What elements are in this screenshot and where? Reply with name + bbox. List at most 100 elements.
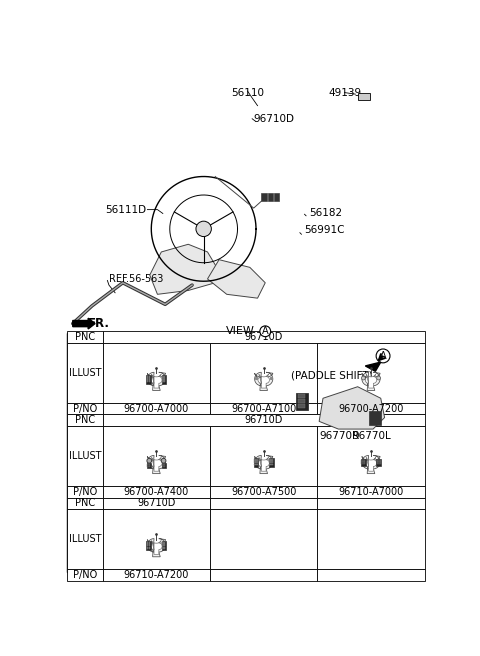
Polygon shape [362,455,380,474]
Bar [147,544,148,546]
Bar [298,403,305,407]
Bar [317,569,425,581]
Bar [164,380,166,382]
Bar [147,378,148,380]
Text: 56111D: 56111D [105,205,146,215]
Bar [103,486,210,498]
Bar [210,343,317,403]
Bar [103,426,210,486]
Text: ILLUST: ILLUST [69,451,101,461]
Polygon shape [207,260,265,298]
Bar [271,464,273,466]
Bar [162,463,166,468]
Text: 56110: 56110 [231,88,264,98]
Bar [271,461,273,463]
Text: ILLUST: ILLUST [69,534,101,544]
Bar [317,426,425,486]
Text: 96710D: 96710D [137,499,176,508]
Polygon shape [365,362,381,371]
Text: PNC: PNC [75,499,95,508]
Bar [296,393,308,410]
Bar [269,459,274,467]
Bar [147,542,148,544]
Bar [256,461,257,463]
Bar [67,331,103,343]
Bar [361,459,366,466]
Bar [162,544,164,546]
Circle shape [377,376,381,380]
Bar [288,370,418,459]
Text: REF.56-563: REF.56-563 [109,274,163,284]
Circle shape [376,349,390,363]
Bar [317,509,425,569]
Polygon shape [258,457,269,471]
Bar [377,460,381,462]
Bar [103,509,210,569]
Circle shape [161,459,166,463]
Bar [210,569,317,581]
Polygon shape [365,457,377,471]
Bar [256,459,257,461]
Text: 96710D: 96710D [254,114,295,124]
Text: VIEW: VIEW [227,326,255,337]
Text: 96700-A7500: 96700-A7500 [231,487,296,497]
Bar [254,464,255,466]
Bar [149,542,150,544]
Bar [317,486,425,498]
Bar [67,343,103,403]
Text: 96700-A7400: 96700-A7400 [124,487,189,497]
Bar [103,498,210,509]
Bar [210,426,317,486]
Polygon shape [147,455,166,474]
Text: PNC: PNC [75,415,95,425]
Bar [103,569,210,581]
Bar [149,546,150,548]
Bar [162,376,164,378]
Text: 96710-A7200: 96710-A7200 [124,570,189,580]
Text: FR.: FR. [88,317,110,330]
Bar [256,464,257,466]
Circle shape [196,221,211,237]
Polygon shape [362,373,380,390]
Bar [162,542,164,544]
Bar [162,541,167,550]
Polygon shape [73,318,95,329]
Bar [361,462,365,464]
Text: 96700-A7200: 96700-A7200 [338,403,404,414]
Bar [103,343,210,403]
Text: 96700-A7100: 96700-A7100 [231,403,296,414]
Bar [164,378,166,380]
Bar [67,498,103,509]
Bar [147,546,148,548]
Bar [269,464,271,466]
Bar [67,486,103,498]
Polygon shape [258,374,269,388]
Bar [210,486,317,498]
Bar [146,375,151,384]
Text: 56991C: 56991C [304,224,344,235]
Bar [254,461,255,463]
Text: P/NO: P/NO [73,570,97,580]
Bar [162,380,164,382]
Text: PNC: PNC [75,332,95,342]
Bar [147,380,148,382]
Bar [103,415,425,426]
Bar [269,461,271,463]
Bar [164,542,166,544]
Bar [103,331,425,343]
Bar [147,464,150,468]
Bar [210,509,317,569]
Polygon shape [151,541,162,554]
Bar [149,376,150,378]
Bar [67,415,103,426]
Text: 96710D: 96710D [244,415,283,425]
Text: (PADDLE SHIFT): (PADDLE SHIFT) [291,371,373,381]
Text: 96710-A7000: 96710-A7000 [338,487,404,497]
Circle shape [260,326,271,337]
Bar [147,463,151,468]
Text: 96770R: 96770R [319,432,359,441]
Bar [149,378,150,380]
Bar [298,394,305,398]
Bar [162,546,164,548]
Bar [376,459,381,466]
